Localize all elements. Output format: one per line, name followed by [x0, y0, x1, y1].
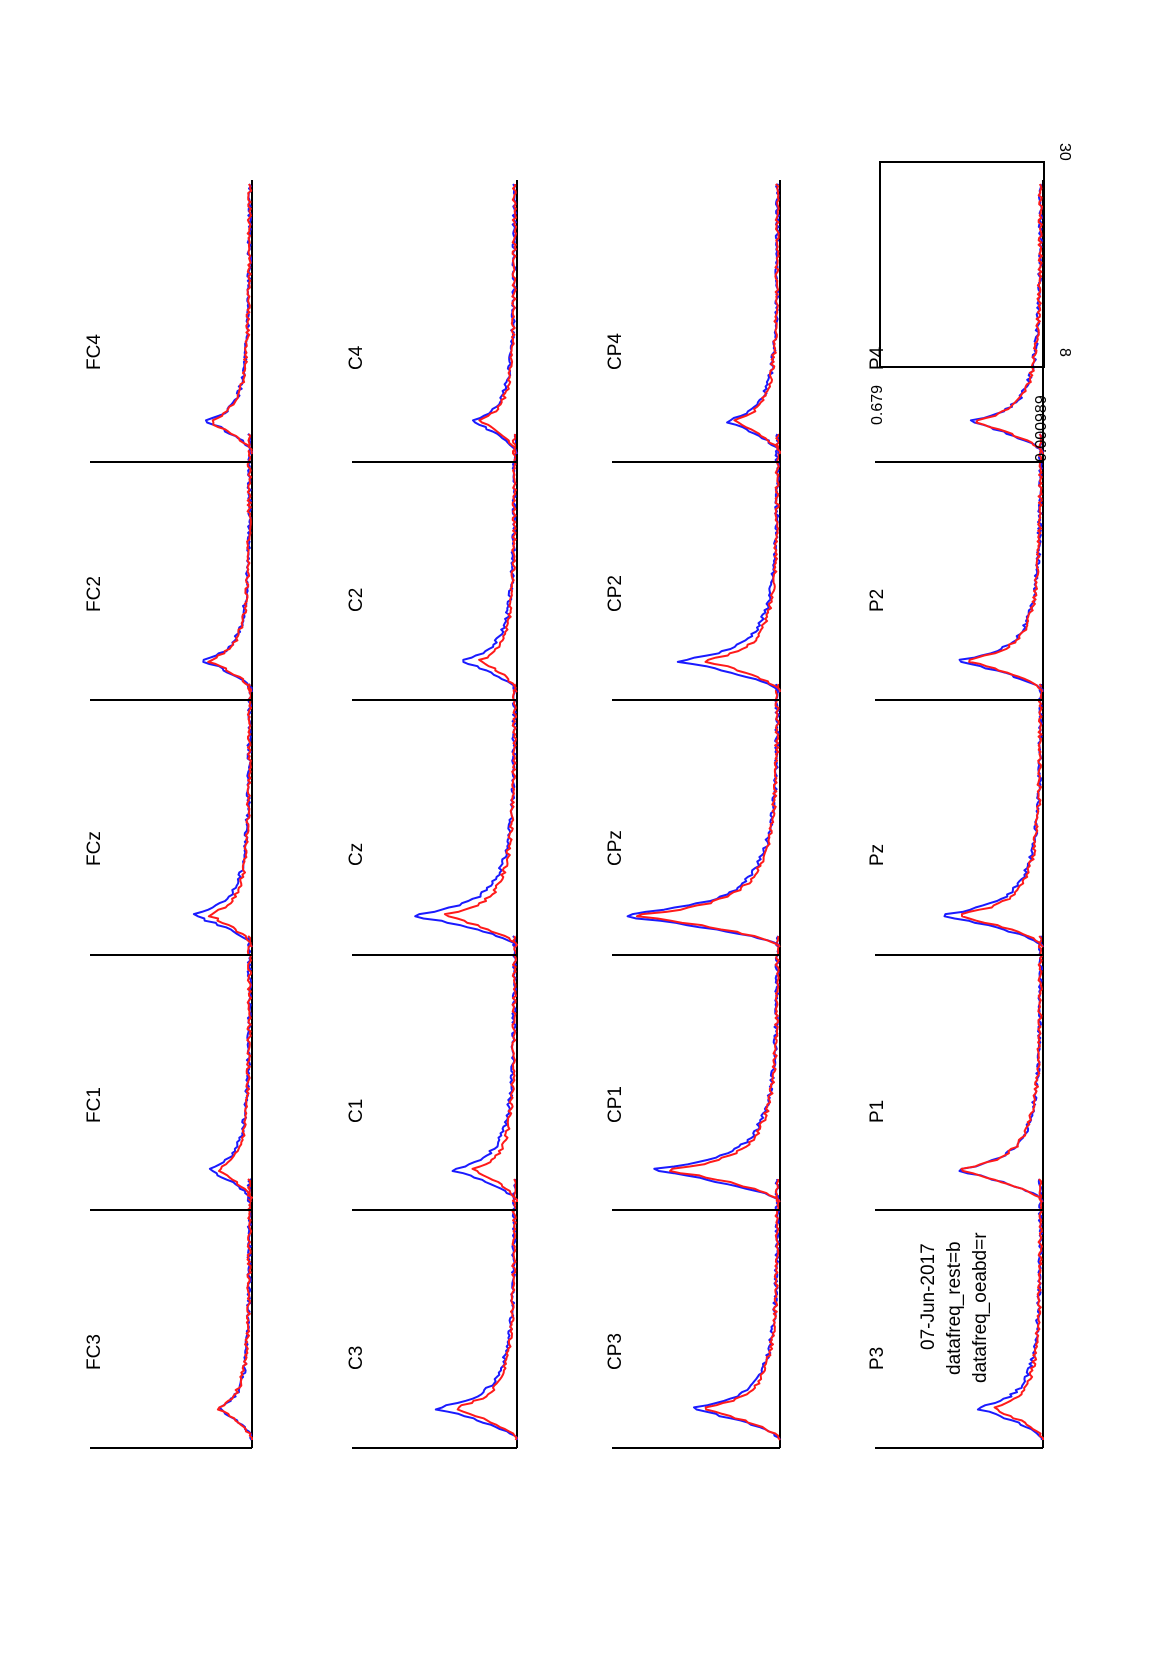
trace-rest: [414, 683, 518, 948]
trace-oeabd: [704, 1178, 781, 1441]
channel-label: C4: [346, 345, 367, 370]
channel-label: P1: [867, 1100, 888, 1123]
panel-cz: Cz: [346, 680, 518, 956]
trace-rest: [208, 935, 252, 1203]
panel-c1: C1: [346, 932, 518, 1211]
channel-label: Pz: [867, 844, 888, 866]
channel-label: CP3: [605, 1333, 626, 1370]
scale-x-max: 30: [1056, 143, 1073, 161]
trace-rest: [726, 183, 781, 455]
trace-oeabd: [218, 935, 253, 1203]
channel-label: P3: [867, 1347, 888, 1370]
trace-rest: [626, 683, 780, 948]
trace-oeabd: [993, 1178, 1044, 1440]
scale-y-max: 0.679: [869, 385, 886, 425]
trace-rest: [958, 433, 1044, 693]
panel-p2: P2: [867, 430, 1044, 701]
trace-oeabd: [975, 183, 1044, 455]
channel-label: FC2: [84, 576, 105, 612]
trace-oeabd: [471, 935, 518, 1202]
trace-oeabd: [456, 1178, 518, 1441]
figure-date: 07-Jun-2017: [918, 1243, 939, 1350]
panel-p4: P4: [867, 180, 1044, 463]
trace-oeabd: [635, 683, 781, 948]
channel-panels: FC3 FC1 FCz FC2 FC4 C3 C1 Cz C2 C4 CP3 CP1 CPz CP2 CP4…: [84, 180, 1044, 1449]
channel-label: C1: [346, 1099, 367, 1123]
channel-label: CPz: [605, 830, 626, 866]
trace-rest: [958, 935, 1044, 1203]
channel-label: FC1: [84, 1087, 105, 1123]
trace-oeabd: [704, 433, 781, 693]
scale-y-min: 0.000989: [1033, 395, 1050, 462]
legend-text: 07-Jun-2017 datafreq_rest=b datafreq_oea…: [918, 1232, 991, 1383]
panel-c4: C4: [346, 180, 518, 463]
trace-rest: [943, 683, 1044, 948]
trace-rest: [693, 1179, 781, 1441]
trace-oeabd: [669, 935, 781, 1203]
channel-label: P4: [867, 346, 888, 370]
panel-cp1: CP1: [605, 932, 781, 1211]
trace-oeabd: [478, 183, 518, 454]
trace-oeabd: [207, 433, 253, 693]
panel-p3: P3: [867, 1175, 1044, 1449]
trace-rest: [462, 433, 517, 693]
legend-entry-r: datafreq_oeabd=r: [970, 1232, 991, 1383]
panel-fc2: FC2: [84, 430, 253, 701]
channel-label: FC4: [84, 334, 105, 370]
panel-cp2: CP2: [605, 430, 781, 701]
channel-label: P2: [867, 589, 888, 612]
scale-box-frame: [879, 161, 1045, 368]
channel-label: CP2: [605, 575, 626, 612]
legend-entry-b: datafreq_rest=b: [944, 1241, 965, 1375]
scale-x-min: 8: [1056, 348, 1073, 357]
trace-oeabd: [478, 433, 518, 693]
panel-p1: P1: [867, 932, 1044, 1211]
panel-cpz: CPz: [605, 680, 781, 956]
channel-label: CP4: [605, 333, 626, 370]
trace-rest: [202, 433, 253, 693]
panel-fc3: FC3: [84, 1175, 253, 1449]
channel-label: C2: [346, 588, 367, 612]
scale-box: 30 8 0.679 0.000989: [869, 143, 1073, 462]
panel-fc4: FC4: [84, 180, 253, 463]
panel-cp4: CP4: [605, 180, 781, 463]
channel-label: CP1: [605, 1086, 626, 1123]
trace-rest: [653, 935, 781, 1203]
trace-rest: [451, 935, 518, 1202]
trace-rest: [472, 183, 518, 455]
trace-oeabd: [443, 683, 518, 948]
channel-label: FCz: [84, 831, 105, 866]
trace-oeabd: [960, 935, 1044, 1203]
panel-pz: Pz: [867, 680, 1044, 956]
trace-oeabd: [733, 183, 781, 455]
channel-label: C3: [346, 1346, 367, 1370]
panel-c3: C3: [346, 1175, 518, 1449]
panel-cp3: CP3: [605, 1175, 781, 1449]
channel-label: FC3: [84, 1334, 105, 1370]
panel-fc1: FC1: [84, 932, 253, 1211]
trace-oeabd: [960, 683, 1044, 948]
trace-oeabd: [216, 1178, 253, 1440]
panel-fcz: FCz: [84, 680, 253, 956]
trace-oeabd: [207, 683, 253, 948]
panel-c2: C2: [346, 430, 518, 701]
trace-oeabd: [968, 433, 1044, 693]
channel-label: Cz: [346, 843, 367, 866]
trace-rest: [205, 183, 253, 455]
trace-oeabd: [211, 183, 253, 455]
